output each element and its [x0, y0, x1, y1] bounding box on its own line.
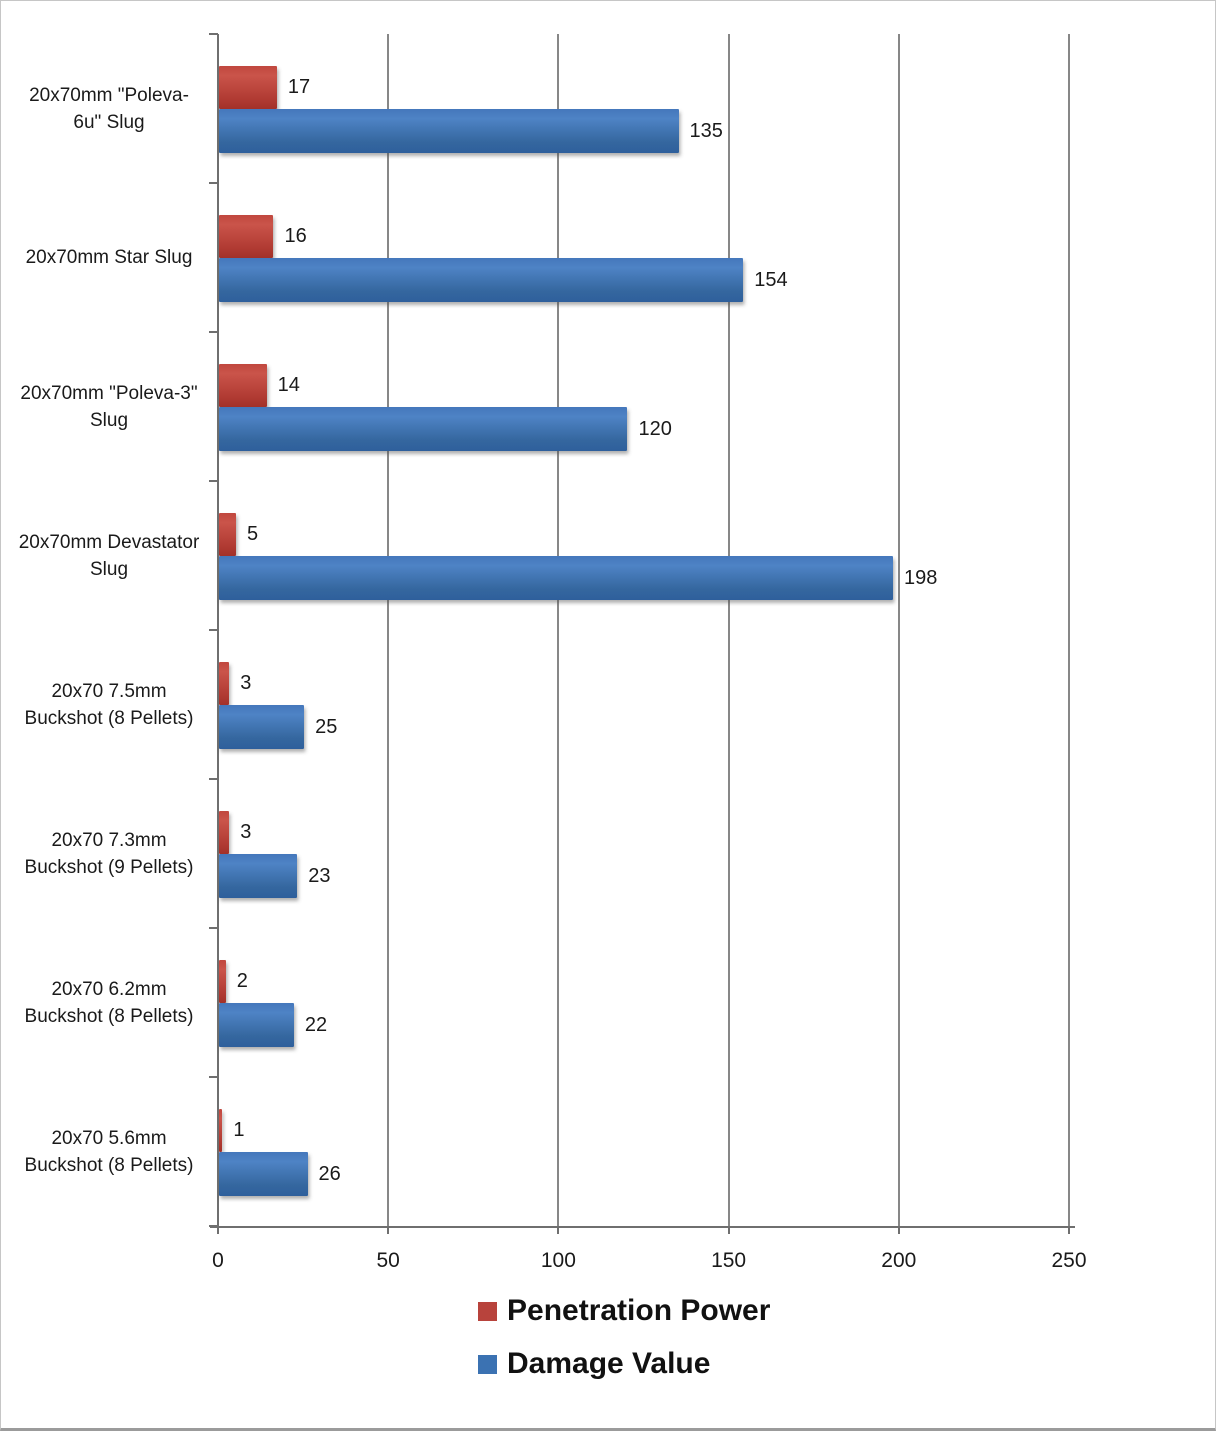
- category-label-line: 20x70 5.6mm: [51, 1127, 167, 1149]
- damage-value-label: 23: [308, 865, 331, 887]
- gridline: [727, 34, 730, 1226]
- category-label: 20x70 7.3mm Buckshot (9 Pellets): [9, 779, 209, 928]
- category-label-line: 20x70mm Star Slug: [25, 247, 193, 268]
- x-axis-tick: [727, 1226, 730, 1234]
- damage-value-label: 26: [318, 1163, 341, 1185]
- damage-value-label: 135: [689, 120, 723, 142]
- x-tick-label: 250: [1051, 1249, 1087, 1272]
- y-axis-tick: [209, 629, 218, 631]
- category-label-line: Slug: [89, 409, 129, 431]
- penetration-bar: [219, 66, 277, 109]
- y-axis-tick: [209, 480, 218, 482]
- damage-bar: [219, 109, 679, 153]
- damage-bar: [219, 1152, 308, 1196]
- damage-value-label: 120: [638, 418, 672, 440]
- category-label-line: 20x70 7.5mm: [51, 680, 167, 702]
- damage-bar: [219, 556, 893, 600]
- legend-label-penetration: Penetration Power: [507, 1294, 771, 1327]
- y-axis-tick: [209, 927, 218, 929]
- category-label: 20x70 5.6mm Buckshot (8 Pellets): [9, 1077, 209, 1226]
- penetration-bar: [219, 215, 274, 258]
- legend-item: Penetration Power: [478, 1294, 771, 1327]
- category-label-line: Buckshot (8 Pellets): [24, 1154, 194, 1176]
- x-axis-tick: [557, 1226, 560, 1234]
- legend-swatch-penetration: [478, 1301, 497, 1321]
- category-label-line: Buckshot (8 Pellets): [24, 1005, 194, 1027]
- penetration-value-label: 1: [233, 1119, 245, 1141]
- penetration-bar: [219, 364, 267, 407]
- gridline: [897, 34, 900, 1226]
- damage-value-label: 198: [903, 567, 938, 589]
- x-tick-label: 0: [212, 1249, 224, 1272]
- damage-bar: [219, 258, 744, 302]
- x-tick-label: 200: [881, 1249, 917, 1272]
- penetration-bar: [219, 811, 230, 854]
- y-axis-line: [217, 34, 219, 1226]
- x-tick-label: 50: [376, 1249, 400, 1272]
- category-label-line: 20x70 6.2mm: [51, 978, 167, 1000]
- legend-swatch-damage: [478, 1354, 497, 1374]
- gridline: [387, 34, 390, 1226]
- category-label-line: 20x70 7.3mm: [51, 829, 167, 851]
- gridline: [1068, 34, 1070, 1226]
- category-label-line: 20x70mm "Poleva-: [29, 84, 189, 106]
- penetration-value-label: 2: [236, 970, 248, 992]
- penetration-value-label: 14: [277, 374, 300, 396]
- damage-bar: [219, 705, 305, 749]
- y-axis-tick: [209, 778, 218, 780]
- category-label-line: 20x70mm "Poleva-3": [20, 382, 198, 404]
- y-axis-tick: [209, 1076, 218, 1078]
- category-label: 20x70 7.5mm Buckshot (8 Pellets): [9, 630, 209, 779]
- category-label: 20x70 6.2mm Buckshot (8 Pellets): [9, 928, 209, 1077]
- category-label: 20x70mm "Poleva- 6u" Slug: [9, 34, 209, 183]
- damage-value-label: 22: [304, 1014, 328, 1036]
- chart-legend: Penetration Power Damage Value: [478, 1294, 771, 1402]
- category-label-line: Slug: [89, 558, 129, 580]
- damage-bar: [219, 1003, 294, 1047]
- x-tick-label: 150: [711, 1249, 747, 1272]
- penetration-value-label: 17: [287, 76, 311, 98]
- penetration-bar: [219, 513, 237, 556]
- category-label-line: 6u" Slug: [73, 111, 145, 133]
- penetration-value-label: 3: [240, 821, 252, 843]
- x-axis-line: [210, 1226, 1075, 1228]
- y-axis-tick: [209, 1225, 218, 1227]
- penetration-value-label: 5: [247, 523, 259, 545]
- penetration-bar: [219, 1109, 223, 1152]
- penetration-value-label: 16: [284, 225, 307, 247]
- category-label: 20x70mm Star Slug: [9, 183, 209, 332]
- x-axis-tick: [217, 1226, 219, 1234]
- damage-bar: [219, 854, 298, 898]
- penetration-value-label: 3: [240, 672, 252, 694]
- gridline: [557, 34, 560, 1226]
- category-label-line: 20x70mm Devastator: [18, 531, 200, 553]
- y-axis-tick: [209, 182, 218, 184]
- x-tick-label: 100: [540, 1249, 576, 1272]
- x-axis-tick: [1068, 1226, 1070, 1234]
- category-label: 20x70mm Devastator Slug: [9, 481, 209, 630]
- category-label-line: Buckshot (9 Pellets): [24, 856, 194, 878]
- penetration-bar: [219, 662, 230, 705]
- y-axis-tick: [209, 33, 218, 35]
- legend-label-damage: Damage Value: [507, 1347, 711, 1380]
- category-label-line: Buckshot (8 Pellets): [24, 707, 194, 729]
- category-label: 20x70mm "Poleva-3" Slug: [9, 332, 209, 481]
- x-axis-tick: [387, 1226, 390, 1234]
- damage-bar: [219, 407, 628, 451]
- damage-value-label: 25: [315, 716, 338, 738]
- legend-item: Damage Value: [478, 1347, 770, 1380]
- x-axis-tick: [897, 1226, 900, 1234]
- damage-value-label: 154: [754, 269, 788, 291]
- y-axis-tick: [209, 331, 218, 333]
- penetration-bar: [219, 960, 226, 1003]
